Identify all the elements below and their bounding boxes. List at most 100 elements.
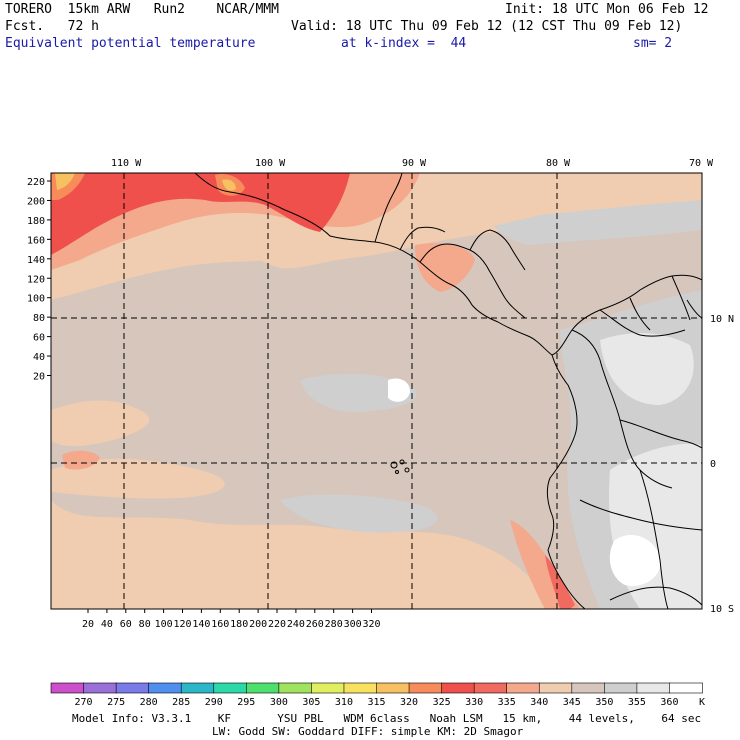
x-tick-label: 300 bbox=[344, 619, 362, 630]
y-tick-label: 80 bbox=[33, 313, 45, 324]
colorbar-swatch bbox=[180, 682, 215, 694]
level-info: at k-index = 44 bbox=[341, 36, 467, 51]
y-tick-label: 140 bbox=[27, 255, 45, 266]
longitude-labels: 110 W 100 W 90 W 80 W 70 W bbox=[111, 158, 714, 169]
colorbar-label: 350 bbox=[595, 697, 613, 708]
galapagos-islands bbox=[390, 459, 410, 474]
x-tick-label: 220 bbox=[268, 619, 286, 630]
colorbar-label: 315 bbox=[367, 697, 385, 708]
color-bar: 270 275 280 285 290 295 300 305 310 315 320 325 330 3… bbox=[50, 682, 705, 708]
colorbar-label: 290 bbox=[205, 697, 223, 708]
colorbar-label: 355 bbox=[628, 697, 646, 708]
colorbar-label: 295 bbox=[237, 697, 255, 708]
y-tick-label: 160 bbox=[27, 235, 45, 246]
plot-border bbox=[50, 172, 703, 610]
contour-355-northeast bbox=[600, 333, 694, 405]
x-tick-label: 20 bbox=[82, 619, 94, 630]
contour-350-south bbox=[280, 494, 438, 533]
colorbar-label: 320 bbox=[400, 697, 418, 708]
colorbar-label: 335 bbox=[498, 697, 516, 708]
colorbar-swatch bbox=[441, 682, 475, 694]
y-tick-label: 20 bbox=[33, 372, 45, 383]
physics-info: LW: Godd SW: Goddard DIFF: simple KM: 2D… bbox=[212, 725, 524, 738]
colorbar-unit: K bbox=[699, 697, 705, 708]
colorbar-label: 330 bbox=[465, 697, 483, 708]
x-tick-label: 180 bbox=[230, 619, 248, 630]
lat-label: 0 bbox=[710, 459, 716, 470]
y-axis-ticks: 220 200 180 160 140 120 100 80 60 40 20 bbox=[27, 177, 51, 383]
y-tick-label: 40 bbox=[33, 352, 45, 363]
colorbar-label: 340 bbox=[530, 697, 548, 708]
lon-label: 110 W bbox=[111, 158, 142, 169]
colorbar-label: 345 bbox=[563, 697, 581, 708]
x-tick-label: 280 bbox=[325, 619, 343, 630]
colorbar-label: 275 bbox=[107, 697, 125, 708]
contour-350-mid bbox=[300, 373, 417, 413]
colorbar-label: 285 bbox=[172, 697, 190, 708]
x-tick-label: 120 bbox=[173, 619, 191, 630]
x-tick-label: 80 bbox=[139, 619, 151, 630]
contour-340-west bbox=[51, 400, 150, 447]
lat-lon-grid bbox=[51, 173, 702, 609]
x-tick-label: 140 bbox=[192, 619, 210, 630]
y-tick-label: 200 bbox=[27, 196, 45, 207]
colorbar-label: 280 bbox=[140, 697, 158, 708]
colorbar-swatch bbox=[50, 682, 85, 694]
contour-335-central-america bbox=[415, 243, 475, 292]
colorbar-label: 325 bbox=[433, 697, 451, 708]
x-tick-label: 40 bbox=[101, 619, 113, 630]
lat-label: 10 N bbox=[710, 314, 734, 325]
model-info: Model Info: V3.3.1 KF YSU PBL WDM 6class… bbox=[72, 712, 702, 725]
colorbar-label: 300 bbox=[270, 697, 288, 708]
lon-label: 70 W bbox=[689, 158, 714, 169]
lon-label: 90 W bbox=[402, 158, 427, 169]
smoothing-info: sm= 2 bbox=[633, 36, 673, 51]
x-tick-label: 100 bbox=[155, 619, 173, 630]
colorbar-swatch bbox=[115, 682, 150, 694]
contour-320-spot1 bbox=[55, 173, 75, 190]
field-name: Equivalent potential temperature bbox=[5, 36, 256, 51]
contour-330-north bbox=[51, 173, 350, 255]
colorbar-swatch bbox=[538, 682, 573, 694]
forecast-hour: Fcst. 72 h bbox=[5, 19, 99, 34]
contour-340-west2 bbox=[51, 458, 225, 499]
colorbar-swatch bbox=[636, 682, 671, 694]
x-tick-label: 200 bbox=[249, 619, 267, 630]
contour-335-west-spot bbox=[62, 450, 100, 470]
y-tick-label: 120 bbox=[27, 274, 45, 285]
colorbar-swatch bbox=[473, 682, 508, 694]
colorbar-swatch bbox=[343, 682, 378, 694]
y-tick-label: 180 bbox=[27, 216, 45, 227]
colorbar-label: 305 bbox=[302, 697, 320, 708]
colorbar-swatch bbox=[376, 682, 410, 694]
latitude-labels: 10 N 0 10 S bbox=[710, 314, 734, 615]
colorbar-swatch bbox=[311, 682, 345, 694]
x-axis-ticks: 20 40 60 80 100 120 140 160 180 200 220 240 260 280 30… bbox=[82, 609, 381, 630]
colorbar-swatch bbox=[571, 682, 606, 694]
y-tick-label: 220 bbox=[27, 177, 45, 188]
model-title: TORERO 15km ARW Run2 NCAR/MMM bbox=[5, 2, 279, 17]
colorbar-swatch bbox=[278, 682, 313, 694]
lat-label: 10 S bbox=[710, 604, 734, 615]
colorbar-label: 270 bbox=[75, 697, 93, 708]
colorbar-swatch bbox=[604, 682, 638, 694]
contour-340-south bbox=[51, 540, 520, 609]
init-time: Init: 18 UTC Mon 06 Feb 12 bbox=[505, 2, 709, 17]
colorbar-swatch bbox=[506, 682, 541, 694]
x-tick-label: 320 bbox=[362, 619, 380, 630]
colorbar-swatch bbox=[83, 682, 117, 694]
equivalent-potential-temperature-field bbox=[51, 173, 702, 609]
coastlines bbox=[194, 173, 702, 609]
y-tick-label: 100 bbox=[27, 294, 45, 305]
colorbar-swatch bbox=[669, 682, 703, 694]
x-tick-label: 260 bbox=[306, 619, 324, 630]
contour-330-peru bbox=[545, 555, 575, 609]
colorbar-swatch bbox=[246, 682, 280, 694]
colorbar-swatch bbox=[213, 682, 248, 694]
lon-label: 100 W bbox=[255, 158, 286, 169]
y-tick-label: 60 bbox=[33, 333, 45, 344]
contour-360-patch2 bbox=[388, 378, 410, 402]
colorbar-swatch bbox=[408, 682, 443, 694]
contour-320-spot2 bbox=[222, 179, 236, 191]
x-tick-label: 240 bbox=[287, 619, 305, 630]
